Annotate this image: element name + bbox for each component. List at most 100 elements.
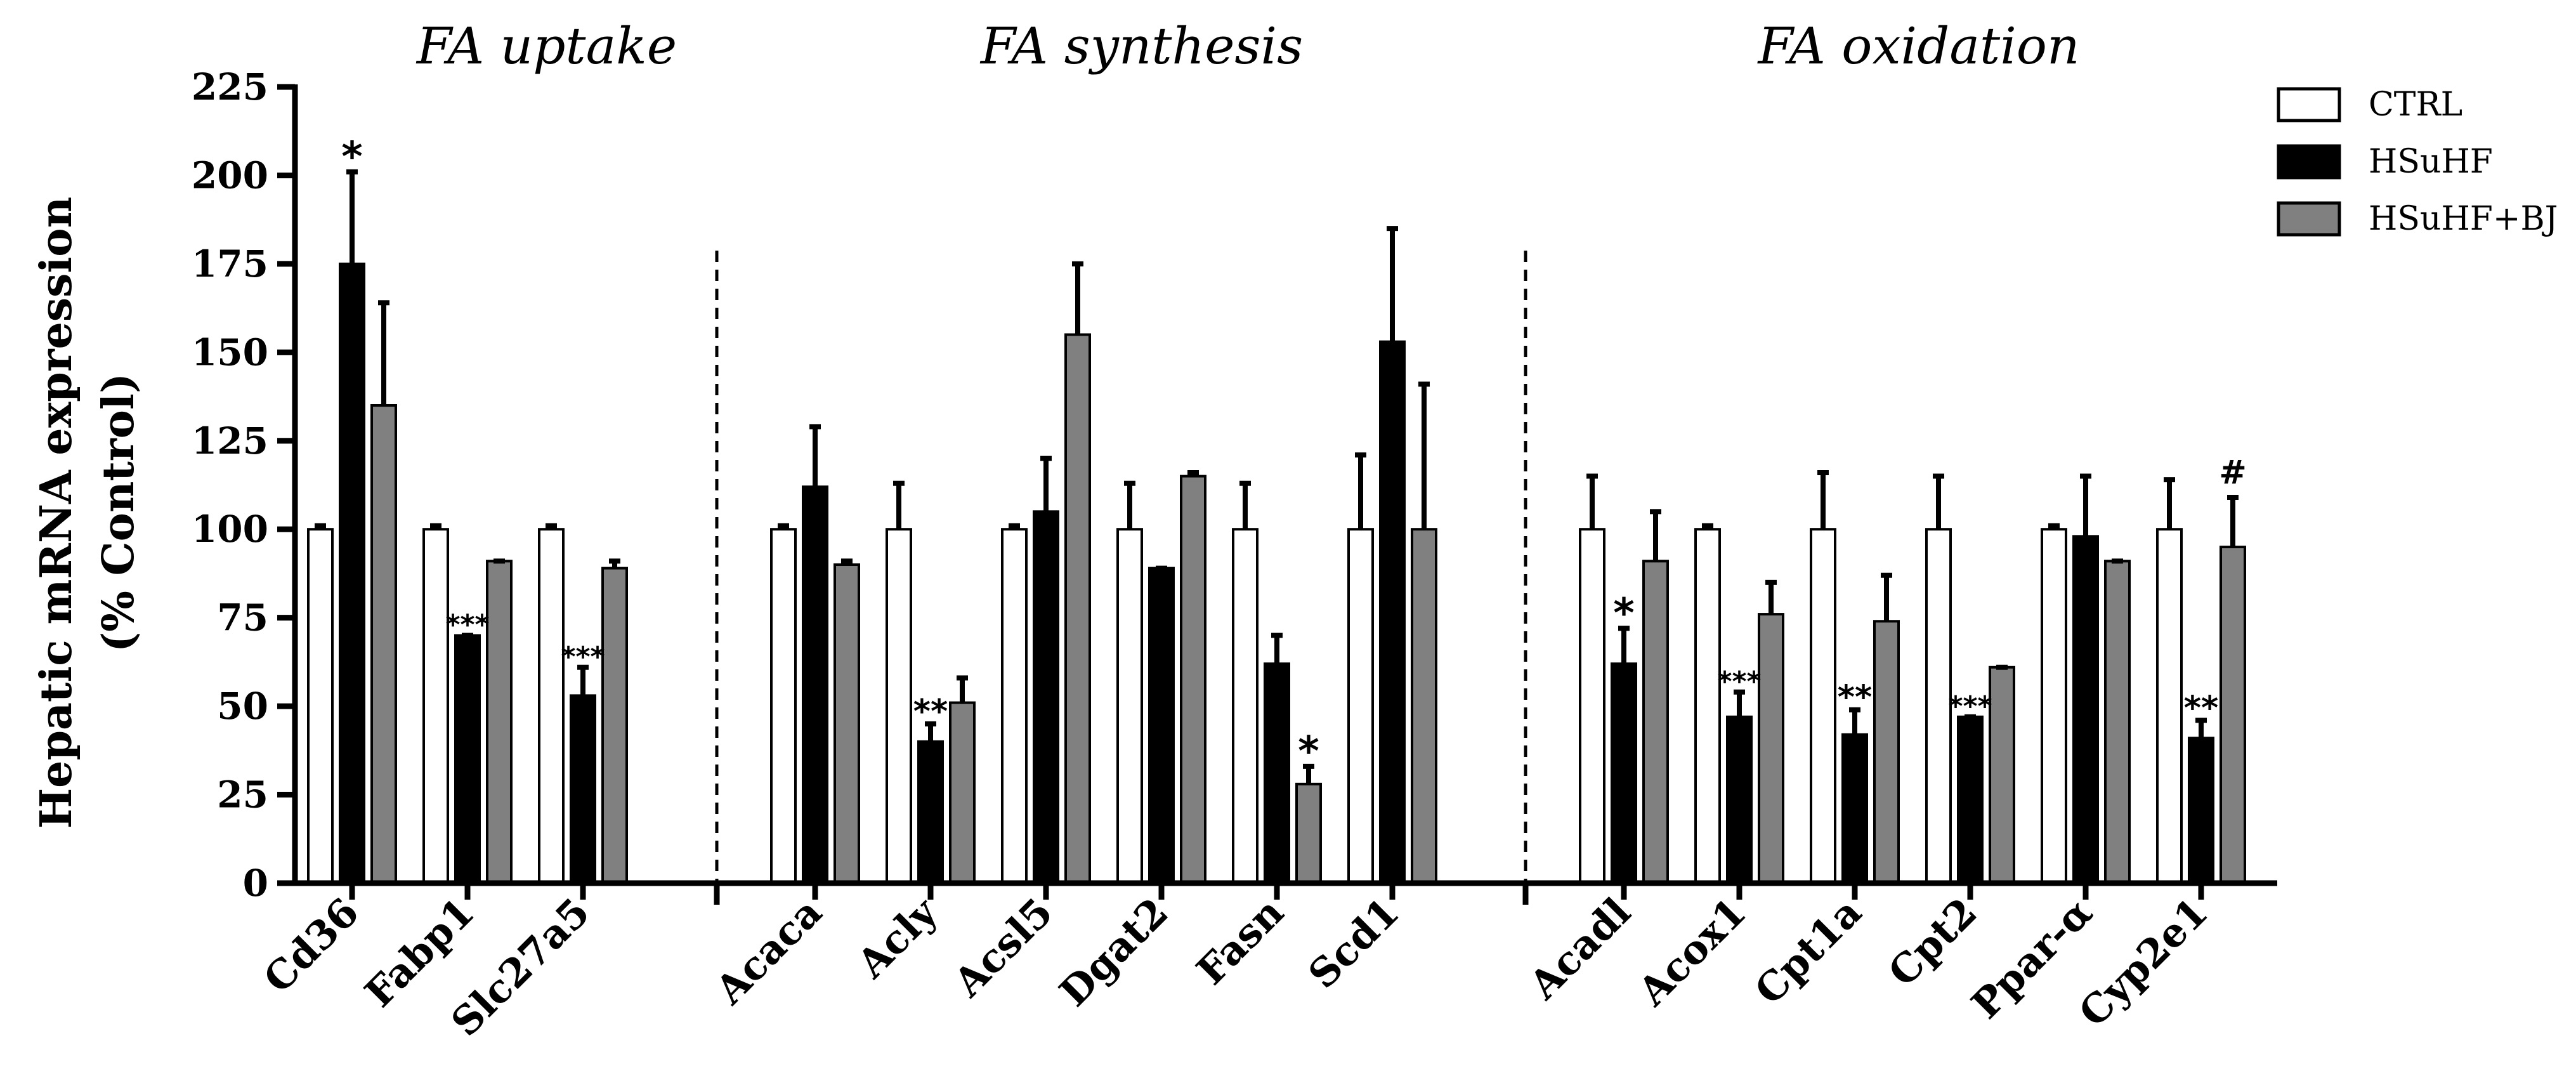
bar-hsuhf-bj-dgat2	[1180, 475, 1206, 884]
legend-swatch-ctrl	[2277, 87, 2341, 122]
group-title-fa-synthesis: FA synthesis	[979, 16, 1303, 75]
y-tick-label-175: 175	[192, 242, 268, 286]
y-axis-label-line2: (% Control)	[93, 373, 144, 652]
x-tick-label-acox1: Acox1	[1629, 889, 1755, 1015]
bar-hsuhf-bj-acsl5	[1064, 333, 1091, 884]
y-tick-label-225: 225	[192, 65, 268, 108]
axes	[292, 84, 2277, 886]
significance-slc27a5-hsuhf: ***	[561, 641, 605, 673]
bar-hsuhf-cpt1a	[1841, 733, 1868, 884]
legend: CTRL HSuHF HSuHF+BJ	[2277, 86, 2558, 238]
y-axis-label-line1: Hepatic mRNA expression	[31, 197, 82, 829]
bar-hsuhf-bj-acadl	[1642, 560, 1669, 885]
group-title-fa-uptake: FA uptake	[415, 16, 677, 75]
significance-cpt1a-hsuhf: **	[1838, 679, 1872, 717]
y-tick-label-25: 25	[217, 773, 268, 817]
x-tick-label-acadl: Acadl	[1520, 889, 1640, 1009]
y-ticks: 0 25 50 75 100 125 150 175 200 225	[192, 65, 295, 905]
significance-fabp1-hsuhf: ***	[445, 609, 489, 641]
bar-hsuhf-acsl5	[1033, 510, 1059, 884]
bar-ctrl-acsl5	[1001, 528, 1028, 884]
bar-ctrl-cpt2	[1925, 528, 1952, 884]
bar-hsuhf-dgat2	[1148, 567, 1175, 884]
bar-hsuhf-acly	[917, 740, 944, 885]
significance-acadl-hsuhf: *	[1613, 590, 1634, 637]
y-tick-label-200: 200	[192, 154, 268, 197]
bar-hsuhf-acadl	[1611, 662, 1637, 884]
legend-swatch-hsuhf-bj	[2277, 201, 2341, 237]
bar-ctrl-fasn	[1232, 528, 1259, 884]
y-tick-label-50: 50	[217, 685, 268, 728]
significance-acly-hsuhf: **	[913, 693, 948, 731]
y-axis-label: Hepatic mRNA expression (% Control)	[31, 197, 144, 829]
bar-hsuhf-bj-fabp1	[486, 560, 513, 885]
x-tick-label-acly: Acly	[847, 888, 947, 988]
bar-hsuhf-cyp2e1	[2188, 737, 2214, 885]
legend-swatch-hsuhf	[2277, 144, 2341, 180]
x-tick-label-cpt1a: Cpt1a	[1746, 889, 1870, 1013]
bar-ctrl-acadl	[1579, 528, 1605, 884]
bar-hsuhf-bj-slc27a5	[601, 567, 628, 884]
x-tick-label-cd36: Cd36	[254, 889, 367, 1002]
bar-ctrl-fabp1	[422, 528, 449, 884]
bar-hsuhf-scd1	[1379, 340, 1406, 884]
bar-ctrl-cd36	[307, 528, 334, 884]
y-tick-label-100: 100	[192, 508, 268, 551]
x-tick-label-scd1: Scd1	[1299, 889, 1408, 997]
bar-hsuhf-bj-cd36	[370, 404, 397, 884]
bar-hsuhf-bj-acox1	[1758, 613, 1784, 884]
bar-hsuhf-bj-fasn	[1295, 782, 1322, 885]
bar-hsuhf-cpt2	[1957, 715, 1984, 885]
legend-label-hsuhf-bj: HSuHF+BJ	[2369, 200, 2558, 238]
y-tick-label-75: 75	[217, 596, 268, 640]
x-tick-label-acsl5: Acsl5	[945, 889, 1062, 1006]
significance-cpt2-hsuhf: ***	[1948, 690, 1992, 723]
significance-annotations: ************** ** *** **#	[341, 134, 2247, 775]
y-tick-label-125: 125	[192, 419, 268, 463]
bar-hsuhf-bj-cpt1a	[1873, 620, 1900, 884]
bar-ctrl-cyp2e1	[2156, 528, 2183, 884]
bar-hsuhf-fabp1	[454, 634, 481, 884]
x-tick-label-dgat2: Dgat2	[1050, 889, 1177, 1015]
significance-cd36-hsuhf: *	[341, 134, 362, 181]
bar-ctrl-slc27a5	[538, 528, 565, 884]
bar-ctrl-dgat2	[1116, 528, 1143, 884]
x-tick-label-fasn: Fasn	[1187, 889, 1292, 994]
bar-hsuhf-bj-cyp2e1	[2220, 546, 2246, 884]
bar-ctrl-acly	[886, 528, 912, 884]
bar-ctrl-acaca	[770, 528, 797, 884]
group-dividers	[715, 251, 1527, 883]
bar-hsuhf-bj-scd1	[1411, 528, 1437, 884]
x-tick-label-acaca: Acaca	[706, 889, 831, 1014]
x-tick-label-cpt2: Cpt2	[1880, 889, 1986, 995]
bar-hsuhf-bj-acaca	[834, 563, 860, 884]
legend-label-ctrl: CTRL	[2369, 86, 2462, 124]
y-tick-label-0: 0	[243, 862, 268, 905]
bar-hsuhf-bj-cpt2	[1989, 666, 2015, 885]
significance-fasn-hsuhf-bj: *	[1298, 728, 1319, 775]
legend-label-hsuhf: HSuHF	[2369, 143, 2493, 181]
x-tick-label-cyp2e1: Cyp2e1	[2070, 889, 2217, 1036]
group-title-fa-oxidation: FA oxidation	[1757, 16, 2080, 75]
bar-hsuhf-bj-acly	[949, 701, 976, 884]
bar-hsuhf-ppar	[2072, 535, 2099, 884]
bar-hsuhf-slc27a5	[570, 694, 596, 885]
significance-acox1-hsuhf: ***	[1717, 666, 1761, 698]
significance-cyp2e1-hsuhf: **	[2184, 689, 2218, 727]
bar-ctrl-cpt1a	[1810, 528, 1836, 884]
bar-ctrl-acox1	[1694, 528, 1721, 884]
bar-hsuhf-cd36	[339, 262, 365, 884]
significance-cyp2e1-hsuhf-bj: #	[2219, 454, 2247, 492]
bar-hsuhf-fasn	[1264, 662, 1290, 884]
bar-hsuhf-bj-ppar	[2104, 560, 2131, 885]
y-tick-label-150: 150	[192, 331, 268, 374]
bar-ctrl-ppar	[2041, 528, 2067, 884]
bars	[307, 262, 2246, 885]
bar-hsuhf-acaca	[802, 485, 828, 884]
group-titles: FA uptake FA synthesis FA oxidation	[415, 16, 2080, 75]
bar-ctrl-scd1	[1347, 528, 1374, 884]
bar-hsuhf-acox1	[1726, 715, 1753, 885]
error-bars	[315, 169, 2239, 784]
